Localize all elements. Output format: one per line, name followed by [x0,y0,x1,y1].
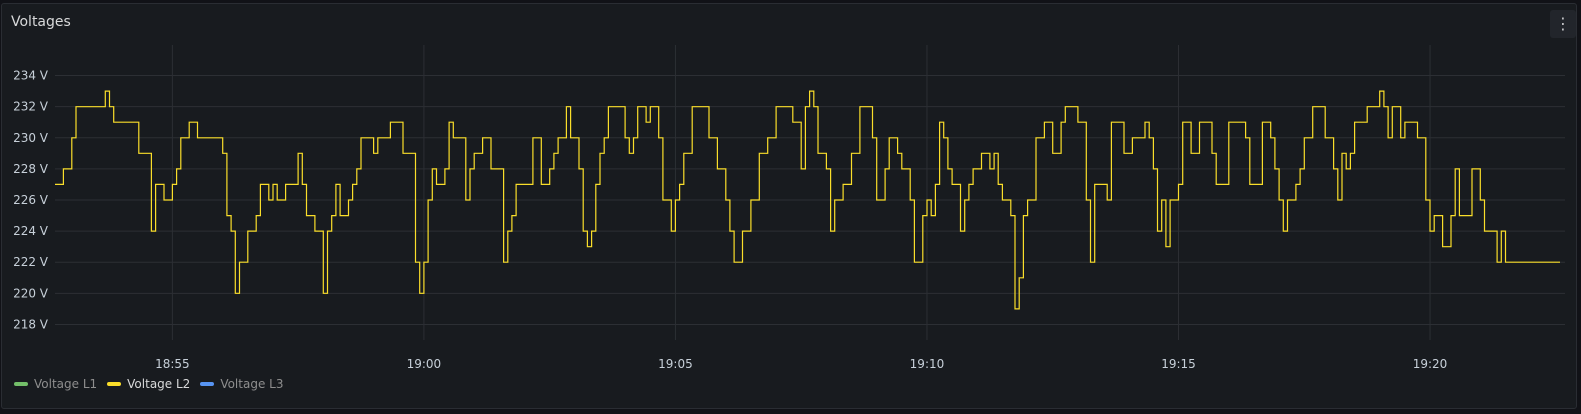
legend-item-voltage-l1[interactable]: Voltage L1 [14,377,97,391]
y-tick-label: 228 V [13,162,49,176]
legend-label: Voltage L1 [34,377,98,391]
legend-label: Voltage L3 [220,377,284,391]
x-tick-label: 18:55 [155,357,190,371]
x-tick-label: 19:00 [407,357,442,371]
legend-item-voltage-l2[interactable]: Voltage L2 [107,377,190,391]
x-tick-label: 19:20 [1413,357,1448,371]
series-line-voltage-l2 [55,90,1560,310]
legend-swatch [200,382,215,386]
y-tick-label: 224 V [13,224,49,238]
y-tick-label: 218 V [13,317,49,331]
legend-swatch [107,382,122,386]
y-tick-label: 234 V [13,69,49,83]
x-tick-label: 19:10 [910,357,945,371]
y-tick-label: 230 V [13,131,49,145]
legend-swatch [14,382,28,386]
kebab-menu-icon[interactable]: ⋮ [1550,10,1576,38]
y-tick-label: 232 V [13,100,49,114]
x-tick-label: 19:05 [658,357,693,371]
legend-item-voltage-l3[interactable]: Voltage L3 [200,377,283,391]
panel-title: Voltages [11,14,71,30]
chart-legend: Voltage L1 Voltage L2 Voltage L3 [14,377,283,391]
x-tick-label: 19:15 [1161,357,1196,371]
voltages-panel: Voltages ⋮ [1,3,1577,409]
y-tick-label: 222 V [13,255,49,269]
y-tick-label: 220 V [13,286,49,300]
y-tick-label: 226 V [13,193,49,207]
legend-label: Voltage L2 [127,377,191,391]
